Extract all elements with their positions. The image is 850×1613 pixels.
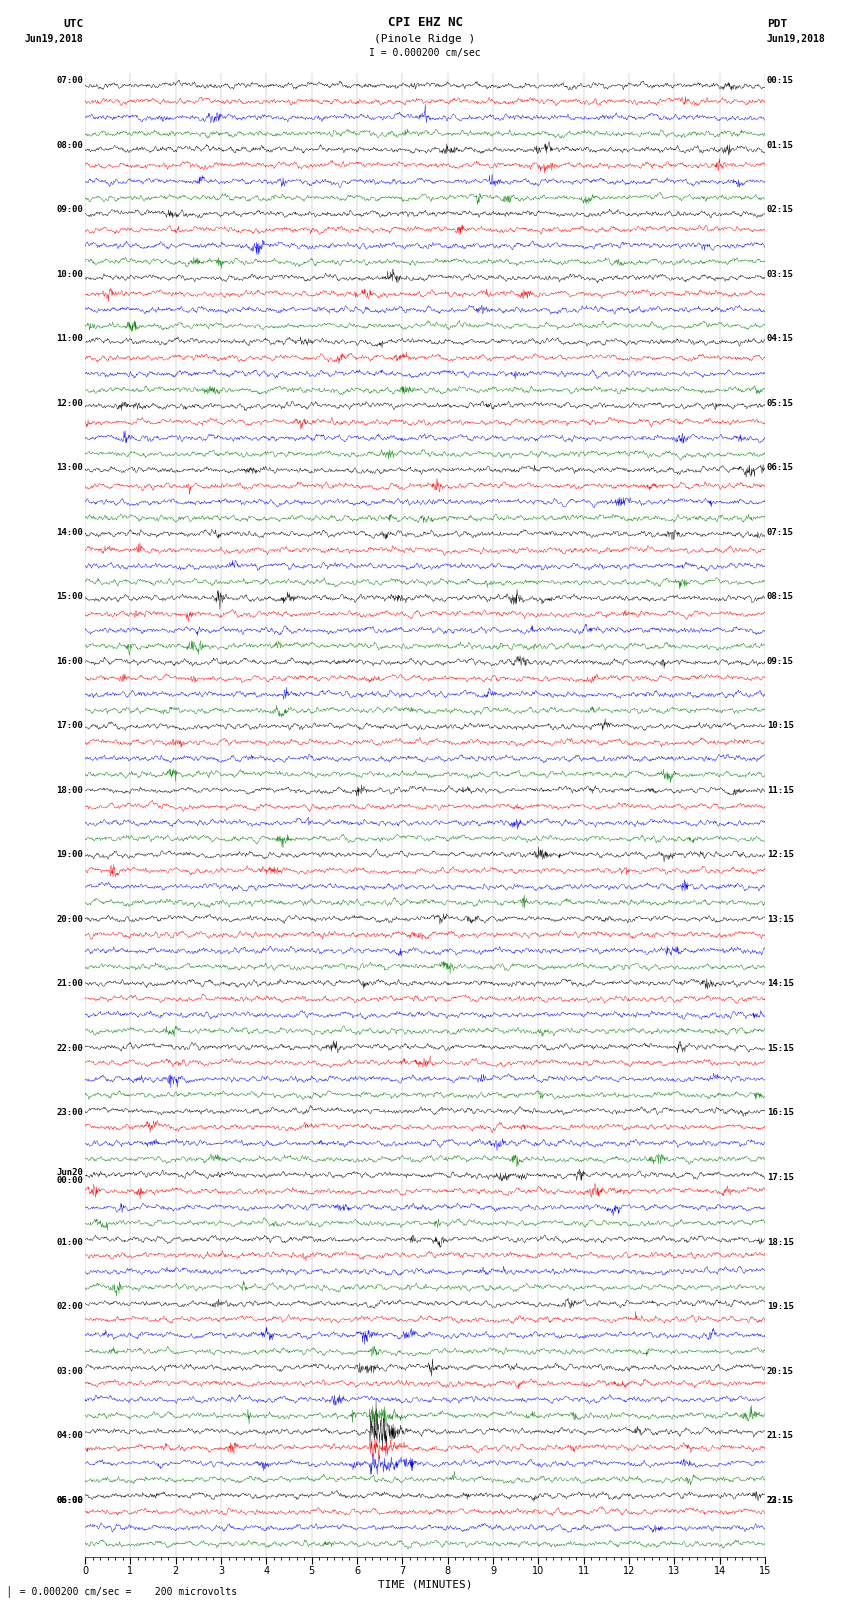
Text: 18:15: 18:15 xyxy=(767,1237,794,1247)
Text: 06:15: 06:15 xyxy=(767,463,794,473)
Text: Jun19,2018: Jun19,2018 xyxy=(25,34,83,44)
Text: 23:00: 23:00 xyxy=(56,1108,83,1118)
Text: 17:15: 17:15 xyxy=(767,1173,794,1182)
Text: 14:15: 14:15 xyxy=(767,979,794,989)
Text: Jun20: Jun20 xyxy=(56,1168,83,1177)
Text: I = 0.000200 cm/sec: I = 0.000200 cm/sec xyxy=(369,48,481,58)
Text: 20:15: 20:15 xyxy=(767,1366,794,1376)
Text: 15:00: 15:00 xyxy=(56,592,83,602)
Text: 08:00: 08:00 xyxy=(56,140,83,150)
Text: 00:00: 00:00 xyxy=(56,1176,83,1186)
Text: 16:15: 16:15 xyxy=(767,1108,794,1118)
Text: 01:00: 01:00 xyxy=(56,1237,83,1247)
Text: CPI EHZ NC: CPI EHZ NC xyxy=(388,16,462,29)
Text: 19:15: 19:15 xyxy=(767,1302,794,1311)
Text: 22:00: 22:00 xyxy=(56,1044,83,1053)
Text: 01:15: 01:15 xyxy=(767,140,794,150)
Text: 12:15: 12:15 xyxy=(767,850,794,860)
Text: UTC: UTC xyxy=(63,19,83,29)
Text: (Pinole Ridge ): (Pinole Ridge ) xyxy=(374,34,476,44)
Text: 12:00: 12:00 xyxy=(56,398,83,408)
Text: 06:00: 06:00 xyxy=(56,1495,83,1505)
Text: 09:15: 09:15 xyxy=(767,656,794,666)
Text: Jun19,2018: Jun19,2018 xyxy=(767,34,825,44)
Text: 07:15: 07:15 xyxy=(767,527,794,537)
X-axis label: TIME (MINUTES): TIME (MINUTES) xyxy=(377,1579,473,1589)
Text: 02:15: 02:15 xyxy=(767,205,794,215)
Text: 03:00: 03:00 xyxy=(56,1366,83,1376)
Text: ▏ = 0.000200 cm/sec =    200 microvolts: ▏ = 0.000200 cm/sec = 200 microvolts xyxy=(8,1586,238,1597)
Text: 05:00: 05:00 xyxy=(56,1495,83,1505)
Text: 16:00: 16:00 xyxy=(56,656,83,666)
Text: 19:00: 19:00 xyxy=(56,850,83,860)
Text: 03:15: 03:15 xyxy=(767,269,794,279)
Text: 10:00: 10:00 xyxy=(56,269,83,279)
Text: 13:15: 13:15 xyxy=(767,915,794,924)
Text: 07:00: 07:00 xyxy=(56,76,83,85)
Text: 09:00: 09:00 xyxy=(56,205,83,215)
Text: 15:15: 15:15 xyxy=(767,1044,794,1053)
Text: 04:00: 04:00 xyxy=(56,1431,83,1440)
Text: 00:15: 00:15 xyxy=(767,76,794,85)
Text: 11:00: 11:00 xyxy=(56,334,83,344)
Text: 02:00: 02:00 xyxy=(56,1302,83,1311)
Text: 20:00: 20:00 xyxy=(56,915,83,924)
Text: 08:15: 08:15 xyxy=(767,592,794,602)
Text: 10:15: 10:15 xyxy=(767,721,794,731)
Text: 11:15: 11:15 xyxy=(767,786,794,795)
Text: 18:00: 18:00 xyxy=(56,786,83,795)
Text: 04:15: 04:15 xyxy=(767,334,794,344)
Text: 23:15: 23:15 xyxy=(767,1495,794,1505)
Text: 22:15: 22:15 xyxy=(767,1495,794,1505)
Text: 05:15: 05:15 xyxy=(767,398,794,408)
Text: PDT: PDT xyxy=(767,19,787,29)
Text: 17:00: 17:00 xyxy=(56,721,83,731)
Text: 14:00: 14:00 xyxy=(56,527,83,537)
Text: 21:15: 21:15 xyxy=(767,1431,794,1440)
Text: 21:00: 21:00 xyxy=(56,979,83,989)
Text: 13:00: 13:00 xyxy=(56,463,83,473)
